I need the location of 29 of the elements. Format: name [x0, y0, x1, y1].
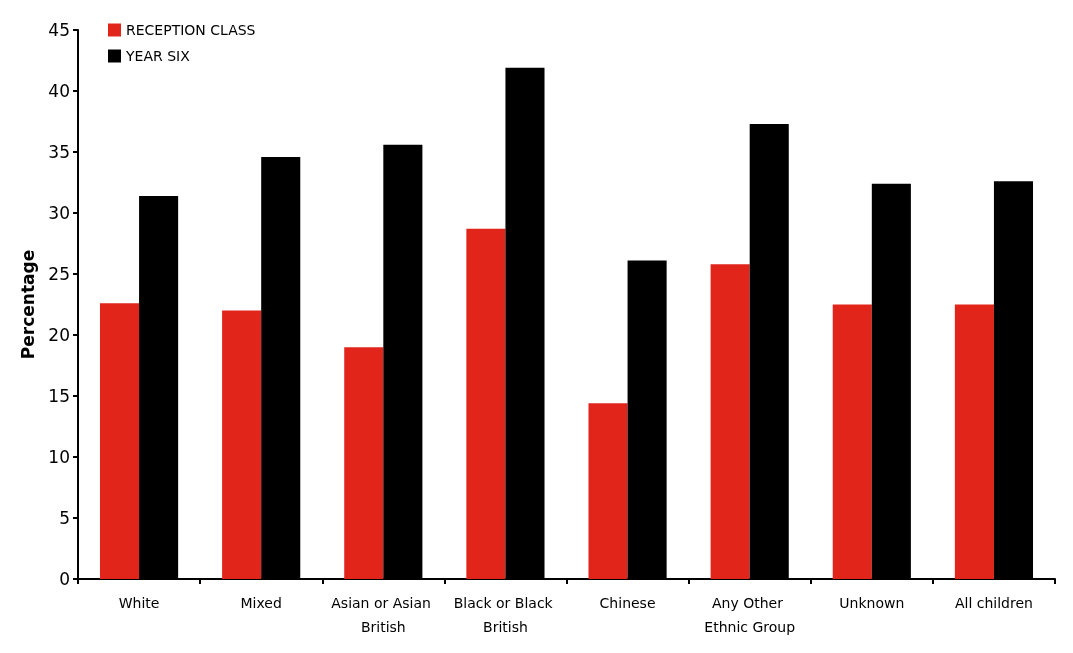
y-tick-label: 35: [48, 142, 70, 162]
x-tick-label: All children: [954, 595, 1033, 611]
bar: [222, 310, 262, 579]
y-tick-label: 20: [48, 325, 70, 345]
y-tick-label: 5: [59, 508, 70, 528]
bar: [710, 264, 750, 579]
bar: [99, 303, 140, 579]
y-tick-label: 0: [59, 569, 70, 589]
bar: [588, 403, 628, 579]
x-tick-label: Asian or Asian British: [331, 595, 436, 635]
bar: [954, 304, 994, 579]
y-tick-label: 10: [48, 447, 70, 467]
x-tick-label: White: [118, 595, 160, 611]
x-tick-label: Any Other Ethnic Group: [704, 595, 796, 635]
y-tick-label: 30: [48, 203, 70, 223]
bar: [344, 347, 384, 579]
y-tick-label: 40: [48, 81, 70, 101]
y-axis-title: Percentage: [17, 249, 38, 360]
x-tick-label: Black or Black British: [453, 595, 558, 635]
x-tick-label: Mixed: [240, 595, 282, 611]
x-tick-label: Chinese: [599, 595, 656, 611]
bar: [466, 228, 506, 579]
y-tick-label: 15: [48, 386, 70, 406]
legend-label: YEAR SIX: [125, 48, 191, 64]
y-tick-label: 45: [48, 20, 70, 40]
legend-label: RECEPTION CLASS: [126, 22, 256, 38]
y-tick-label: 25: [48, 264, 70, 284]
x-tick-label: Unknown: [839, 595, 905, 611]
bar: [832, 304, 872, 579]
